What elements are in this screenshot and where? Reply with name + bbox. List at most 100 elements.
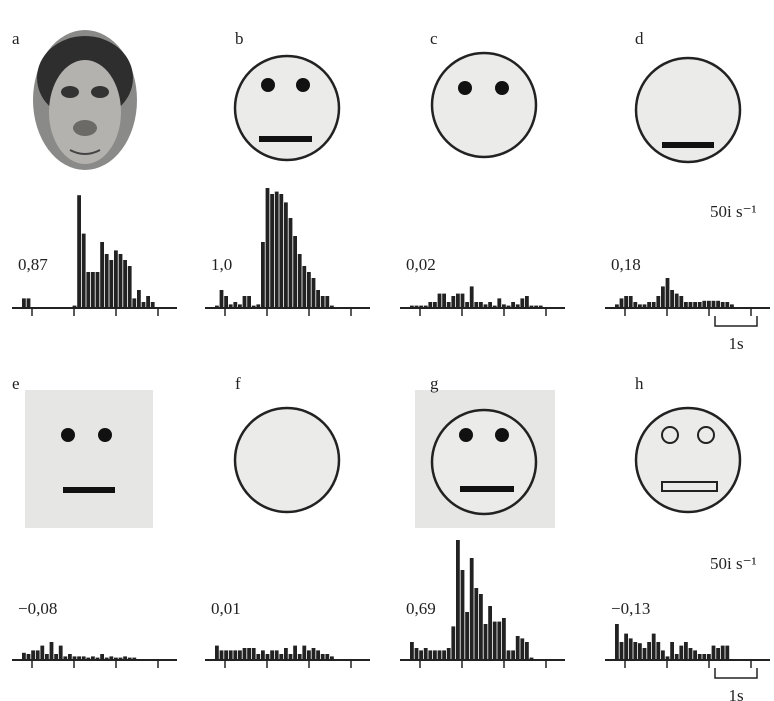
histogram-bar (128, 266, 132, 308)
histogram-bar (289, 218, 293, 308)
histogram-bar (275, 650, 279, 660)
histogram-bar (100, 654, 104, 660)
histogram-bar (119, 658, 123, 660)
histogram-bar (146, 296, 150, 308)
histogram-bar (507, 306, 511, 308)
face-on-square (415, 390, 555, 528)
correlation-label: 0,18 (611, 255, 641, 274)
histogram-bar (279, 194, 283, 308)
histogram-bar (539, 306, 543, 308)
histogram-bar (534, 306, 538, 308)
histogram-bar (620, 298, 624, 308)
histogram-bar (666, 656, 670, 660)
histogram-bar (86, 272, 90, 308)
histogram-bar (474, 588, 478, 660)
histogram-bar (27, 654, 31, 660)
figure: a0,87b1,0c0,02d0,1850i s⁻¹1se−0,08f0,01g… (0, 0, 774, 701)
time-label: 1s (728, 334, 743, 353)
histogram-bar (247, 296, 251, 308)
correlation-label: −0,08 (18, 599, 57, 618)
panel-label: d (635, 29, 644, 48)
histogram-bar (684, 642, 688, 660)
histogram-bar (77, 656, 81, 660)
histogram-bar (114, 250, 118, 308)
histogram-bar (465, 612, 469, 660)
panel-label: f (235, 374, 241, 393)
histogram-bar (298, 254, 302, 308)
histogram-bar (105, 254, 109, 308)
histogram-bar (261, 650, 265, 660)
histogram-bar (433, 650, 437, 660)
histogram-bar (256, 654, 260, 660)
histogram-bar (109, 656, 113, 660)
histogram-bar (461, 294, 465, 308)
histogram-bar (643, 304, 647, 308)
histogram-bar (86, 658, 90, 660)
histogram-bar (629, 296, 633, 308)
histogram-bar (321, 296, 325, 308)
histogram-bar (243, 296, 247, 308)
histogram-bar (502, 618, 506, 660)
histogram-bar (252, 306, 256, 308)
histogram-bar (123, 656, 127, 660)
histogram-bar (233, 650, 237, 660)
histogram-bar (442, 294, 446, 308)
histogram-bar (96, 272, 100, 308)
histogram-bar (693, 302, 697, 308)
histogram-bar (238, 304, 242, 308)
histogram-bar (132, 298, 136, 308)
histogram-bar (229, 304, 233, 308)
histogram-bar (261, 242, 265, 308)
histogram-bar (488, 302, 492, 308)
histogram-bar (415, 648, 419, 660)
histogram-bar (721, 302, 725, 308)
histogram-bar (712, 301, 716, 308)
histogram-bar (647, 302, 651, 308)
face-outline (636, 408, 740, 512)
panel-label: e (12, 374, 20, 393)
histogram-bar (293, 236, 297, 308)
histogram-bar (142, 302, 146, 308)
histogram-bar (656, 296, 660, 308)
panel-label: h (635, 374, 644, 393)
histogram-bar (661, 286, 665, 308)
time-label: 1s (728, 686, 743, 701)
panel-label: b (235, 29, 244, 48)
histogram-bar (428, 302, 432, 308)
histogram-bar (707, 654, 711, 660)
histogram-bar (415, 306, 419, 308)
histogram-bar (302, 646, 306, 660)
histogram-bar (474, 302, 478, 308)
histogram-bar (689, 302, 693, 308)
histogram-bar (128, 658, 132, 660)
histogram-bar (410, 306, 414, 308)
histogram-bar (516, 304, 520, 308)
histogram-bar (438, 294, 442, 308)
scale-label: 50i s⁻¹ (710, 202, 757, 221)
histogram-bar (82, 656, 86, 660)
histogram-bar (96, 658, 100, 660)
histogram-bar (50, 642, 54, 660)
histogram-bar (698, 302, 702, 308)
histogram-bar (484, 304, 488, 308)
histogram-bar (716, 648, 720, 660)
histogram-bar (479, 302, 483, 308)
histogram-bar (243, 648, 247, 660)
histogram-bar (123, 260, 127, 308)
histogram-bar (100, 242, 104, 308)
histogram-bar (31, 650, 35, 660)
histogram-bar (307, 650, 311, 660)
histogram-bar (91, 656, 95, 660)
correlation-label: 0,01 (211, 599, 241, 618)
histogram-bar (252, 648, 256, 660)
histogram-bar (119, 254, 123, 308)
histogram-bar (330, 656, 334, 660)
histogram-bar (215, 306, 219, 308)
histogram-bar (511, 650, 515, 660)
histogram-bar (68, 654, 72, 660)
histogram-bar (461, 570, 465, 660)
histogram-bar (516, 636, 520, 660)
square-face (25, 390, 153, 528)
histogram-bar (293, 646, 297, 660)
histogram-bar (22, 298, 26, 308)
